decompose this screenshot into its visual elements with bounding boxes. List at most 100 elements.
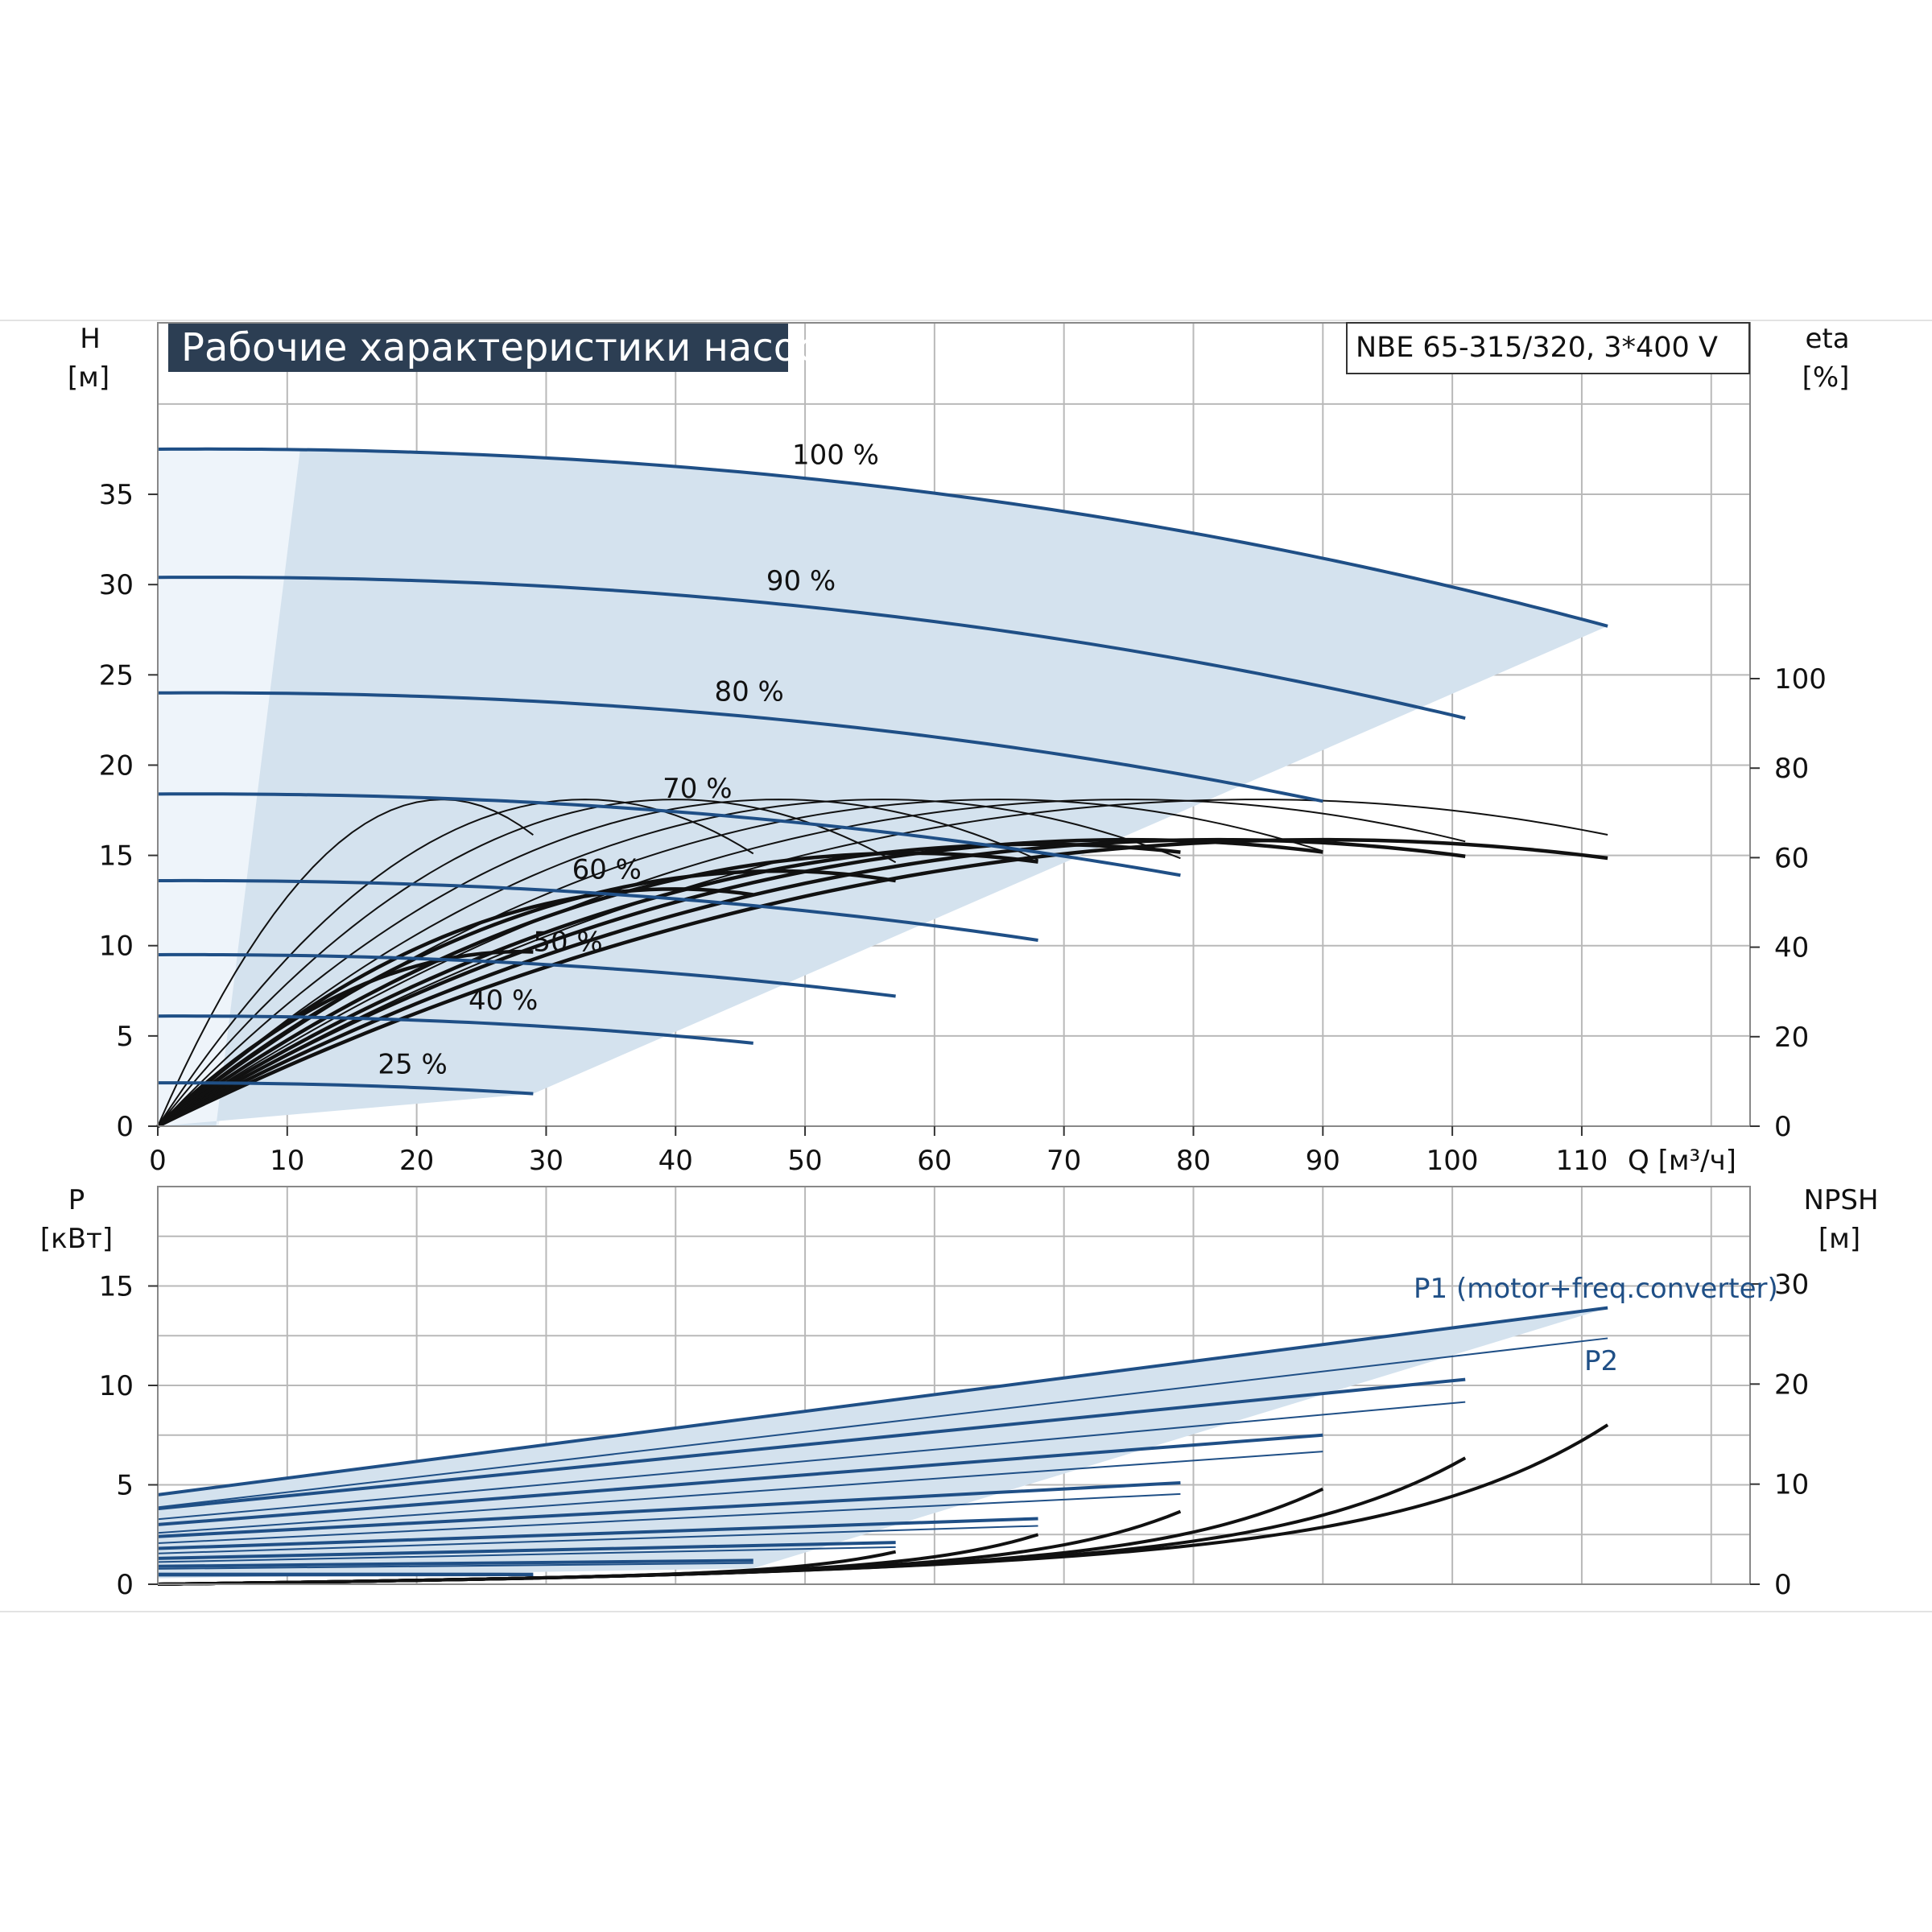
h-tick-label: 25 [99,659,134,691]
h-tick-label: 0 [116,1111,134,1143]
q-tick-label: 90 [1306,1145,1340,1177]
npsh-tick-label: 0 [1774,1569,1792,1601]
q-tick-label: 40 [658,1145,693,1177]
p-tick-label: 5 [116,1470,134,1502]
speed-curve [157,576,1466,720]
q-tick-label: 70 [1046,1145,1081,1177]
p-axis-unit: [кВт] [40,1223,113,1255]
q-tick-label: 60 [917,1145,952,1177]
eta-axis-unit: [%] [1802,361,1850,394]
speed-curve-label: 60 % [572,854,642,886]
efficiency-curve [157,799,1466,1127]
power-curves [157,1306,1608,1577]
h-axis-unit: [м] [68,361,109,394]
p-tick-label: 15 [99,1271,134,1303]
q-tick-label: 100 [1426,1145,1479,1177]
q-tick-label: 30 [529,1145,564,1177]
power-curve-p1 [157,1558,753,1568]
h-tick-label: 35 [99,479,134,511]
h-tick-label: 10 [99,931,134,963]
power-curve-p1 [157,1306,1608,1496]
power-curve-p1 [157,1517,1038,1550]
power-curve-p2 [157,1337,1608,1509]
head-frame [157,322,1751,1127]
eta-tick-label: 40 [1774,932,1809,964]
speed-curve [157,952,896,998]
power-envelope-fill [158,1307,1608,1579]
efficiency-curve [157,799,1038,1127]
npsh-curves [157,1423,1609,1586]
speed-curve [157,792,1181,877]
p-tick-label: 10 [99,1370,134,1402]
q-axis-title: Q [м³/ч] [1628,1145,1736,1177]
q-tick-label: 10 [270,1145,304,1177]
power-curve-p2 [157,1451,1323,1534]
power-curve-p2 [157,1492,1181,1545]
efficiency-curve [157,799,1608,1127]
power-axis-ticks: 0 5 10 15 0 10 20 30 [99,1269,1810,1601]
title-box [168,324,788,372]
power-curve-p1 [157,1433,1323,1526]
speed-curve-label: 100 % [792,439,879,471]
h-axis-title: H [80,323,101,355]
q-axis-ticks: 0 10 20 30 40 50 60 70 80 90 100 110 [149,1126,1608,1177]
power-curve-p2 [157,1401,1466,1521]
power-curve-p2 [157,1562,753,1570]
h-tick-label: 15 [99,840,134,873]
operating-envelope [158,448,1608,1126]
speed-labels: 100 % 90 % 80 % 70 % 60 % 50 % 40 % 25 % [378,439,879,1080]
speed-curve-label: 70 % [663,773,732,805]
h-tick-label: 5 [116,1021,134,1053]
q-tick-label: 80 [1176,1145,1211,1177]
power-curve-p2 [157,1546,896,1563]
model-box [1346,322,1750,374]
eta-tick-label: 20 [1774,1022,1809,1054]
head-axis-ticks: 0 5 10 15 20 25 30 35 0 20 40 60 80 100 [99,479,1827,1143]
power-curve-p1 [157,1481,1181,1538]
eta-tick-label: 80 [1774,753,1809,785]
head-chart: 100 % 90 % 80 % 70 % 60 % 50 % 40 % 25 % 0 5 10 15… [68,322,1850,1143]
envelope-low-flow [158,448,300,1126]
chart-title: Рабочие характеристики насоса [181,325,842,370]
npsh-axis-title: NPSH [1803,1184,1878,1216]
power-curve-p1 [157,1541,896,1560]
power-envelope [158,1307,1608,1579]
h-tick-label: 30 [99,569,134,601]
speed-curve-label: 50 % [533,926,602,958]
efficiency-curve-bold [156,887,754,1128]
q-tick-label: 50 [787,1145,822,1177]
q-tick-label: 0 [149,1145,167,1177]
p-axis-title: P [68,1184,85,1216]
npsh-tick-label: 20 [1774,1368,1809,1401]
speed-curve-label: 40 % [469,985,538,1017]
efficiency-curve-bold [156,837,1323,1128]
npsh-tick-label: 30 [1774,1269,1809,1301]
h-tick-label: 20 [99,749,134,782]
efficiency-curve [157,799,897,1127]
eta-tick-label: 60 [1774,842,1809,874]
envelope-main [158,448,1608,1126]
eta-tick-label: 0 [1774,1111,1792,1143]
speed-curve [157,878,1038,942]
npsh-axis-unit: [м] [1818,1223,1860,1255]
speed-curve [157,1081,534,1096]
efficiency-curve [157,799,1181,1127]
speed-curve-label: 25 % [378,1048,447,1080]
efficiency-curves [156,799,1608,1129]
speed-curve-label: 90 % [766,565,836,597]
p-tick-label: 0 [116,1569,134,1601]
npsh-tick-label: 10 [1774,1469,1809,1501]
speed-curve [157,447,1608,628]
q-tick-label: 110 [1555,1145,1608,1177]
power-curve-p2 [157,1525,1038,1554]
model-label: NBE 65-315/320, 3*400 V [1356,332,1718,364]
power-chart: 0 5 10 15 0 10 20 30 P [кВт] NPSH [м] P1 (motor… [40,1184,1879,1601]
npsh-curve [157,1423,1609,1586]
p1-series-label: P1 (motor+freq.converter) [1414,1273,1778,1305]
eta-axis-title: eta [1805,323,1849,355]
speed-curve-label: 80 % [714,675,783,708]
speed-curves [157,447,1608,1096]
speed-curve [157,691,1323,803]
speed-curve [157,1014,753,1045]
